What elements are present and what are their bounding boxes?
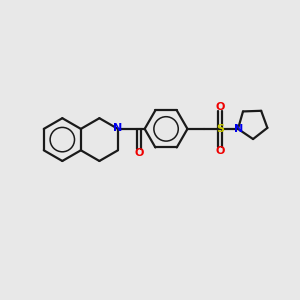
Text: O: O [215, 146, 225, 156]
Text: N: N [113, 123, 122, 133]
Text: O: O [134, 148, 144, 158]
Text: O: O [215, 102, 225, 112]
Text: S: S [216, 124, 224, 134]
Text: N: N [234, 124, 243, 134]
